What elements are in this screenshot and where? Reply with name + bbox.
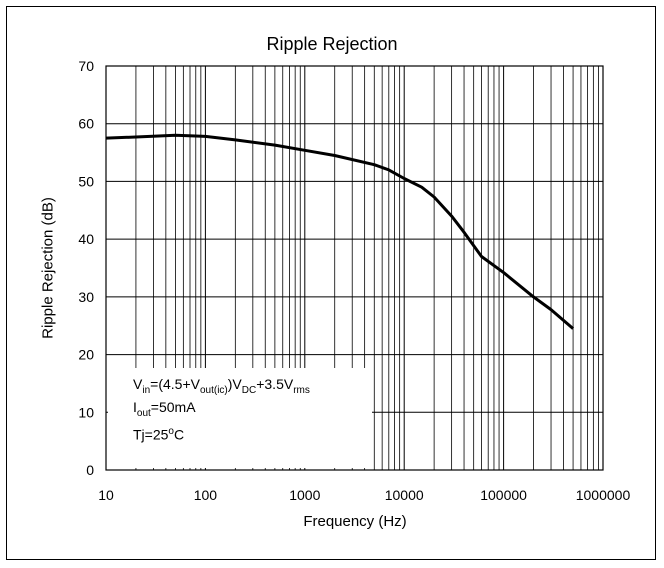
y-tick-label: 60 <box>78 116 94 132</box>
y-tick-label: 30 <box>78 289 94 305</box>
x-tick-label: 10 <box>98 487 114 503</box>
condition-iout: Iout=50mA <box>133 399 196 419</box>
conditions-legend: Vin=(4.5+Vout(ic))VDC+3.5Vrms Iout=50mA … <box>108 368 372 468</box>
chart-title: Ripple Rejection <box>266 34 398 54</box>
x-tick-label: 100 <box>194 487 218 503</box>
y-tick-label: 10 <box>78 404 94 420</box>
x-axis-label: Frequency (Hz) <box>303 513 407 530</box>
y-tick-label: 0 <box>86 462 94 478</box>
y-tick-label: 40 <box>78 231 94 247</box>
condition-vin: Vin=(4.5+Vout(ic))VDC+3.5Vrms <box>133 376 310 396</box>
condition-tj: Tj=25oC <box>133 426 185 443</box>
ripple-rejection-line <box>105 133 575 330</box>
chart-frame <box>6 6 656 560</box>
plot-border <box>105 65 604 471</box>
x-tick-label: 100000 <box>480 487 527 503</box>
y-tick-label: 50 <box>78 173 94 189</box>
y-tick-label: 20 <box>78 347 94 363</box>
x-tick-label: 1000000 <box>576 487 631 503</box>
x-tick-label: 10000 <box>385 487 424 503</box>
y-tick-label: 70 <box>78 58 94 74</box>
x-tick-label: 1000 <box>289 487 320 503</box>
